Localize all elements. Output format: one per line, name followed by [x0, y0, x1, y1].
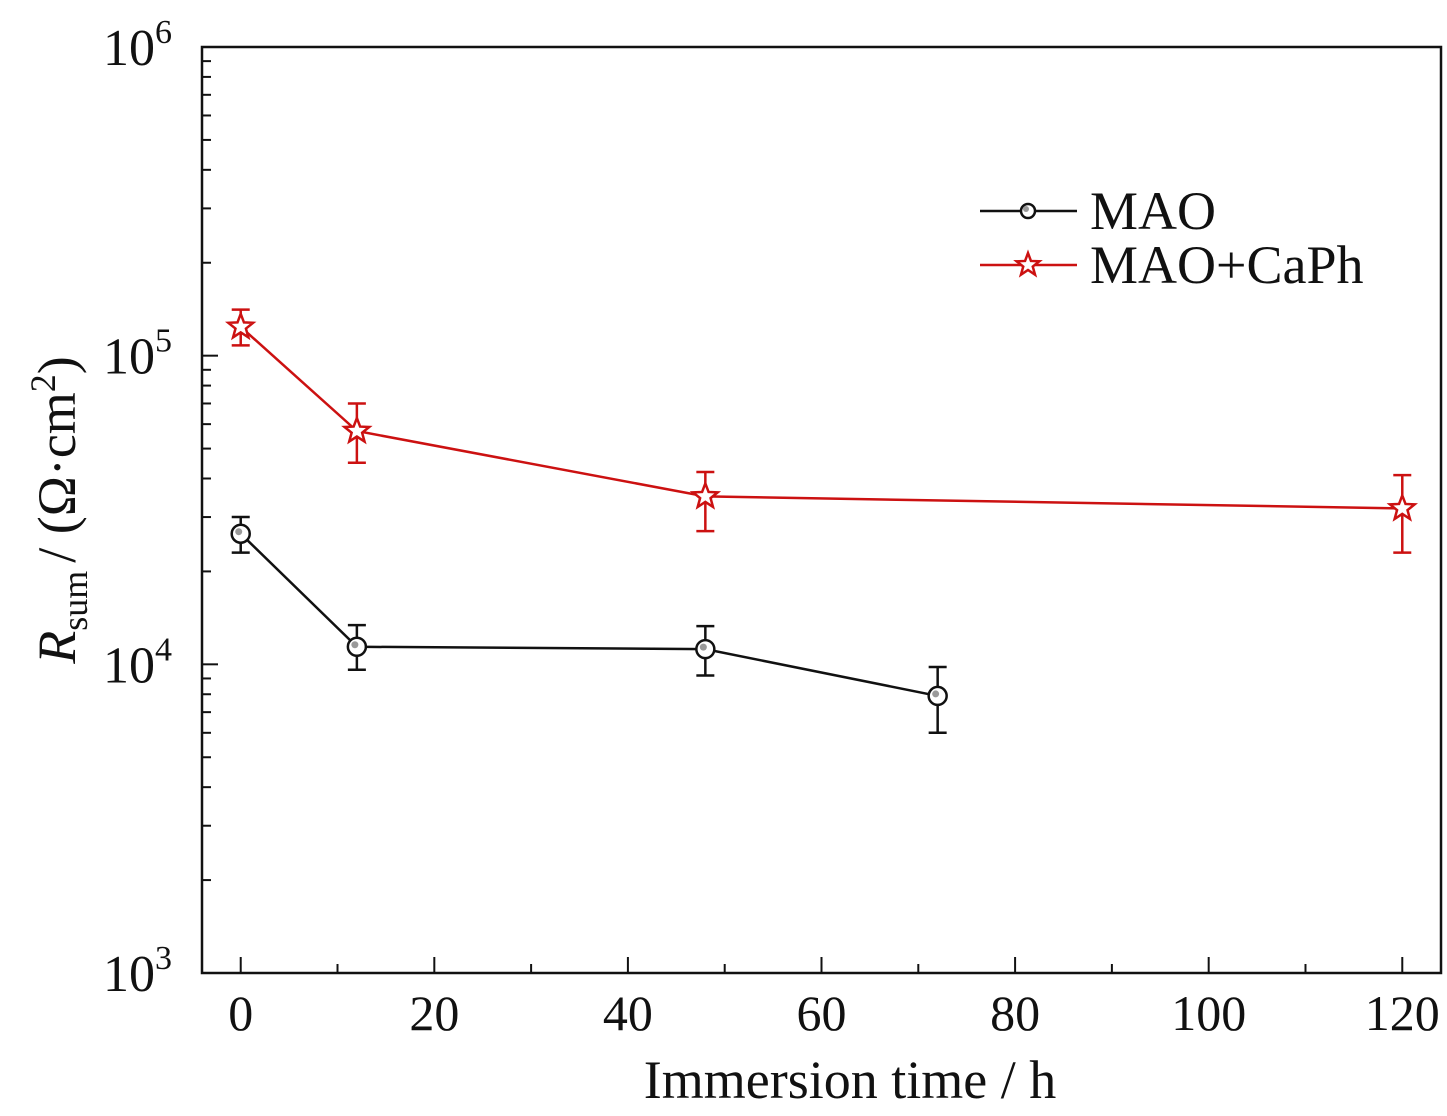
x-tick-label: 100	[1171, 985, 1246, 1041]
data-point	[341, 414, 373, 445]
y-axis-symbol: R	[27, 631, 87, 665]
data-point	[224, 310, 257, 341]
y-axis-unit-exponent: 2	[23, 374, 63, 392]
legend-label-mao-caph: MAO+CaPh	[1090, 235, 1363, 295]
plot-area-frame	[200, 45, 1443, 975]
x-tick-label: 0	[228, 985, 253, 1041]
y-axis-subscript: sum	[55, 571, 95, 631]
x-tick-label: 80	[990, 985, 1040, 1041]
x-tick-label: 40	[603, 985, 653, 1041]
data-point	[689, 479, 722, 510]
y-tick-base: 10	[103, 329, 155, 386]
legend-marker-mao-dot	[1023, 206, 1029, 212]
x-tick-label: 20	[409, 985, 459, 1041]
y-tick-base: 10	[103, 637, 155, 694]
data-point-highlight	[932, 690, 940, 698]
data-point-highlight	[699, 643, 707, 651]
series-line	[239, 325, 1403, 510]
data-point-highlight	[235, 528, 243, 536]
series-line	[239, 532, 938, 698]
y-tick-label: 105	[103, 323, 172, 386]
y-tick-exponent: 6	[155, 14, 172, 51]
series-MAO	[230, 515, 948, 735]
y-tick-exponent: 4	[155, 631, 172, 668]
x-tick-label: 120	[1365, 985, 1440, 1041]
y-axis-unit: / (Ω·cm	[27, 392, 87, 563]
series-layer	[224, 308, 1419, 735]
y-axis-label: Rsum / (Ω·cm2)	[23, 356, 95, 665]
y-tick-label: 106	[103, 14, 172, 77]
legend-marker-mao-caph	[1013, 249, 1043, 278]
y-tick-label: 104	[103, 631, 172, 694]
x-axis-label: Immersion time / h	[644, 1050, 1056, 1110]
x-tick-labels: 0 20 40 60 80 100 120	[228, 985, 1440, 1041]
y-tick-base: 10	[103, 20, 155, 77]
data-point-highlight	[351, 641, 359, 649]
series-MAO+CaPh	[224, 308, 1419, 554]
y-axis-unit-close: )	[27, 356, 87, 374]
data-point	[1386, 491, 1419, 522]
legend-label-mao: MAO	[1090, 181, 1216, 241]
y-tick-exponent: 3	[155, 940, 172, 977]
legend: MAO MAO+CaPh	[980, 181, 1363, 295]
y-tick-exponent: 5	[155, 323, 172, 360]
y-tick-label: 103	[103, 940, 172, 1003]
y-tick-base: 10	[103, 946, 155, 1003]
x-tick-label: 60	[797, 985, 847, 1041]
